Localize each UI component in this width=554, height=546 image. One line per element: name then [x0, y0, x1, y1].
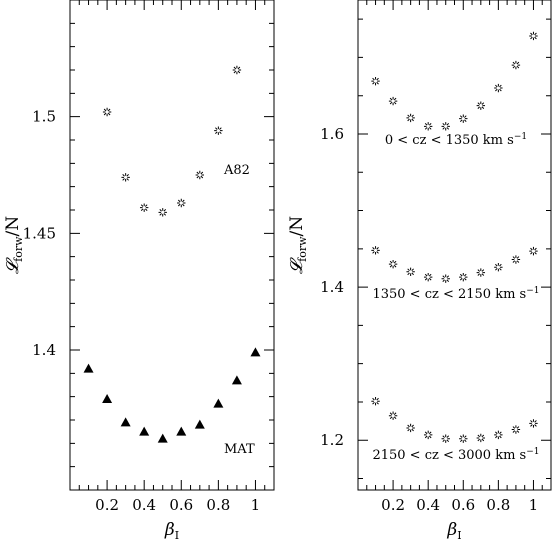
- series-label: 2150 < cz < 3000 km s−1: [372, 447, 539, 463]
- x-tick-label: 0.4: [416, 496, 440, 514]
- x-tick-label: 0.2: [381, 496, 405, 514]
- data-point-asterisk: [406, 113, 415, 123]
- y-tick-label: 1.4: [32, 341, 56, 359]
- data-point-asterisk: [529, 419, 538, 428]
- data-point-asterisk: [139, 203, 149, 212]
- y-tick-label: 1.5: [32, 108, 56, 126]
- data-point-asterisk: [476, 268, 486, 277]
- data-point-asterisk: [195, 170, 205, 180]
- x-tick-label: 1: [251, 496, 261, 514]
- data-point-triangle: [157, 433, 168, 443]
- data-point-triangle: [194, 419, 205, 429]
- data-point-asterisk: [511, 60, 521, 70]
- data-point-asterisk: [494, 430, 503, 440]
- data-point-asterisk: [494, 83, 503, 93]
- data-point-asterisk: [158, 208, 167, 217]
- data-point-triangle: [139, 426, 150, 436]
- y-tick-label: 1.6: [320, 125, 344, 143]
- x-tick-label: 0.8: [486, 496, 510, 514]
- x-tick-label: 0.2: [95, 496, 119, 514]
- x-tick-label: 0.8: [206, 496, 230, 514]
- data-point-asterisk: [529, 31, 538, 41]
- data-point-asterisk: [476, 433, 486, 443]
- data-point-asterisk: [441, 122, 450, 131]
- data-point-asterisk: [459, 434, 468, 443]
- data-point-asterisk: [406, 267, 415, 276]
- data-point-asterisk: [177, 198, 186, 208]
- data-point-asterisk: [102, 107, 112, 117]
- minor-ticks: [70, 0, 274, 491]
- y-axis-title: 𝓛forw/N: [287, 216, 309, 274]
- x-tick-label: 0.6: [451, 496, 475, 514]
- x-tick-label: 0.4: [132, 496, 156, 514]
- data-point-asterisk: [494, 263, 503, 272]
- data-point-asterisk: [423, 430, 433, 440]
- x-axis-title: βI: [164, 520, 179, 542]
- data-point-triangle: [231, 375, 242, 385]
- data-point-asterisk: [388, 259, 398, 269]
- data-point-asterisk: [459, 114, 468, 123]
- data-point-asterisk: [423, 122, 433, 131]
- data-point-triangle: [213, 398, 224, 408]
- y-tick-label: 1.45: [23, 224, 56, 242]
- data-point-asterisk: [406, 423, 415, 433]
- data-point-asterisk: [511, 425, 521, 434]
- right-panel: 0.2 0.4 0.6 0.8 1 1.2 1.4 1.6 βI 𝓛forw/N 0 < cz < …: [287, 0, 552, 542]
- data-point-asterisk: [511, 255, 521, 264]
- x-axis-title: βI: [446, 520, 461, 542]
- data-point-triangle: [250, 347, 261, 357]
- minor-ticks: [358, 0, 551, 490]
- data-point-asterisk: [459, 272, 468, 282]
- data-point-triangle: [83, 363, 94, 373]
- y-tick-label: 1.4: [320, 278, 344, 296]
- x-tick-label: 0.6: [169, 496, 193, 514]
- series-label: MAT: [224, 442, 255, 457]
- plot-frame: [357, 0, 552, 491]
- data-point-asterisk: [371, 246, 380, 255]
- series-label: 0 < cz < 1350 km s−1: [385, 132, 527, 148]
- data-point-asterisk: [214, 126, 223, 135]
- data-point-asterisk: [371, 76, 380, 86]
- x-tick-label: 1: [529, 496, 539, 514]
- series-label: 1350 < cz < 2150 km s−1: [372, 286, 539, 302]
- plot-frame: [69, 0, 275, 491]
- data-point-asterisk: [529, 246, 538, 256]
- data-point-asterisk: [476, 101, 486, 110]
- data-point-asterisk: [388, 411, 398, 420]
- data-point-asterisk: [441, 434, 450, 443]
- data-point-asterisk: [441, 274, 450, 283]
- data-point-triangle: [176, 426, 187, 436]
- series-label: A82: [223, 163, 250, 178]
- data-point-asterisk: [423, 272, 433, 282]
- data-point-asterisk: [121, 173, 130, 182]
- data-point-asterisk: [388, 96, 398, 106]
- data-point-triangle: [120, 417, 131, 427]
- data-point-asterisk: [371, 396, 380, 406]
- data-point-triangle: [102, 394, 113, 403]
- left-panel: 0.2 0.4 0.6 0.8 1 1.4 1.45 1.5 βI 𝓛forw/N A82 MAT: [3, 0, 275, 542]
- data-point-asterisk: [232, 65, 242, 75]
- y-axis-title: 𝓛forw/N: [3, 216, 25, 274]
- y-tick-label: 1.2: [320, 431, 344, 449]
